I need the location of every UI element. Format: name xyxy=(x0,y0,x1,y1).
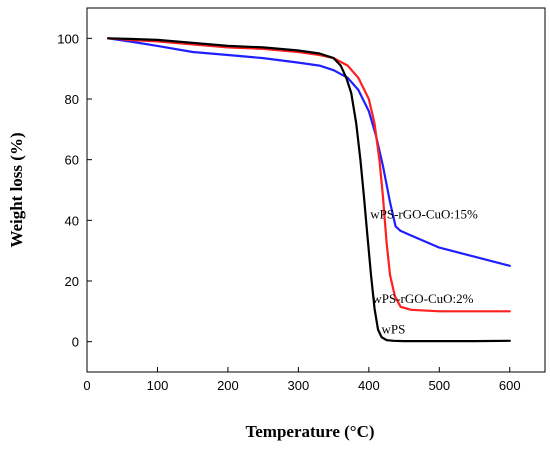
plot-frame xyxy=(86,7,546,373)
y-tick-label: 60 xyxy=(65,153,79,168)
x-tick-label: 400 xyxy=(358,378,380,393)
x-axis-title: Temperature (°C) xyxy=(245,422,374,441)
y-tick-label: 40 xyxy=(65,213,79,228)
y-tick-label: 0 xyxy=(72,335,79,350)
series-label-group: wPS-rGO-CuO:15% wPS-rGO-CuO:2% wPS xyxy=(370,206,478,336)
y-axis-title: Weight loss (%) xyxy=(7,132,26,247)
y-tick-label: 100 xyxy=(57,31,79,46)
series-label: wPS-rGO-CuO:2% xyxy=(372,291,473,306)
x-tick-label: 100 xyxy=(147,378,169,393)
x-tick-label: 300 xyxy=(288,378,310,393)
x-tick-label: 600 xyxy=(499,378,521,393)
y-tick-label: 20 xyxy=(65,274,79,289)
x-tick-label: 200 xyxy=(217,378,239,393)
series-line-wps-rgo-cuo-2- xyxy=(107,37,511,313)
x-tick-label: 0 xyxy=(83,378,90,393)
series-label: wPS xyxy=(382,322,406,337)
series-group xyxy=(107,37,511,343)
tick-group: 0 100 200 300 400 500 600 0 20 40 60 80 100 xyxy=(57,31,520,393)
series-line-wps-rgo-cuo-15- xyxy=(107,37,511,267)
x-tick-label: 500 xyxy=(428,378,450,393)
series-label: wPS-rGO-CuO:15% xyxy=(370,206,478,221)
y-tick-label: 80 xyxy=(65,92,79,107)
series-line-wps xyxy=(107,37,511,343)
